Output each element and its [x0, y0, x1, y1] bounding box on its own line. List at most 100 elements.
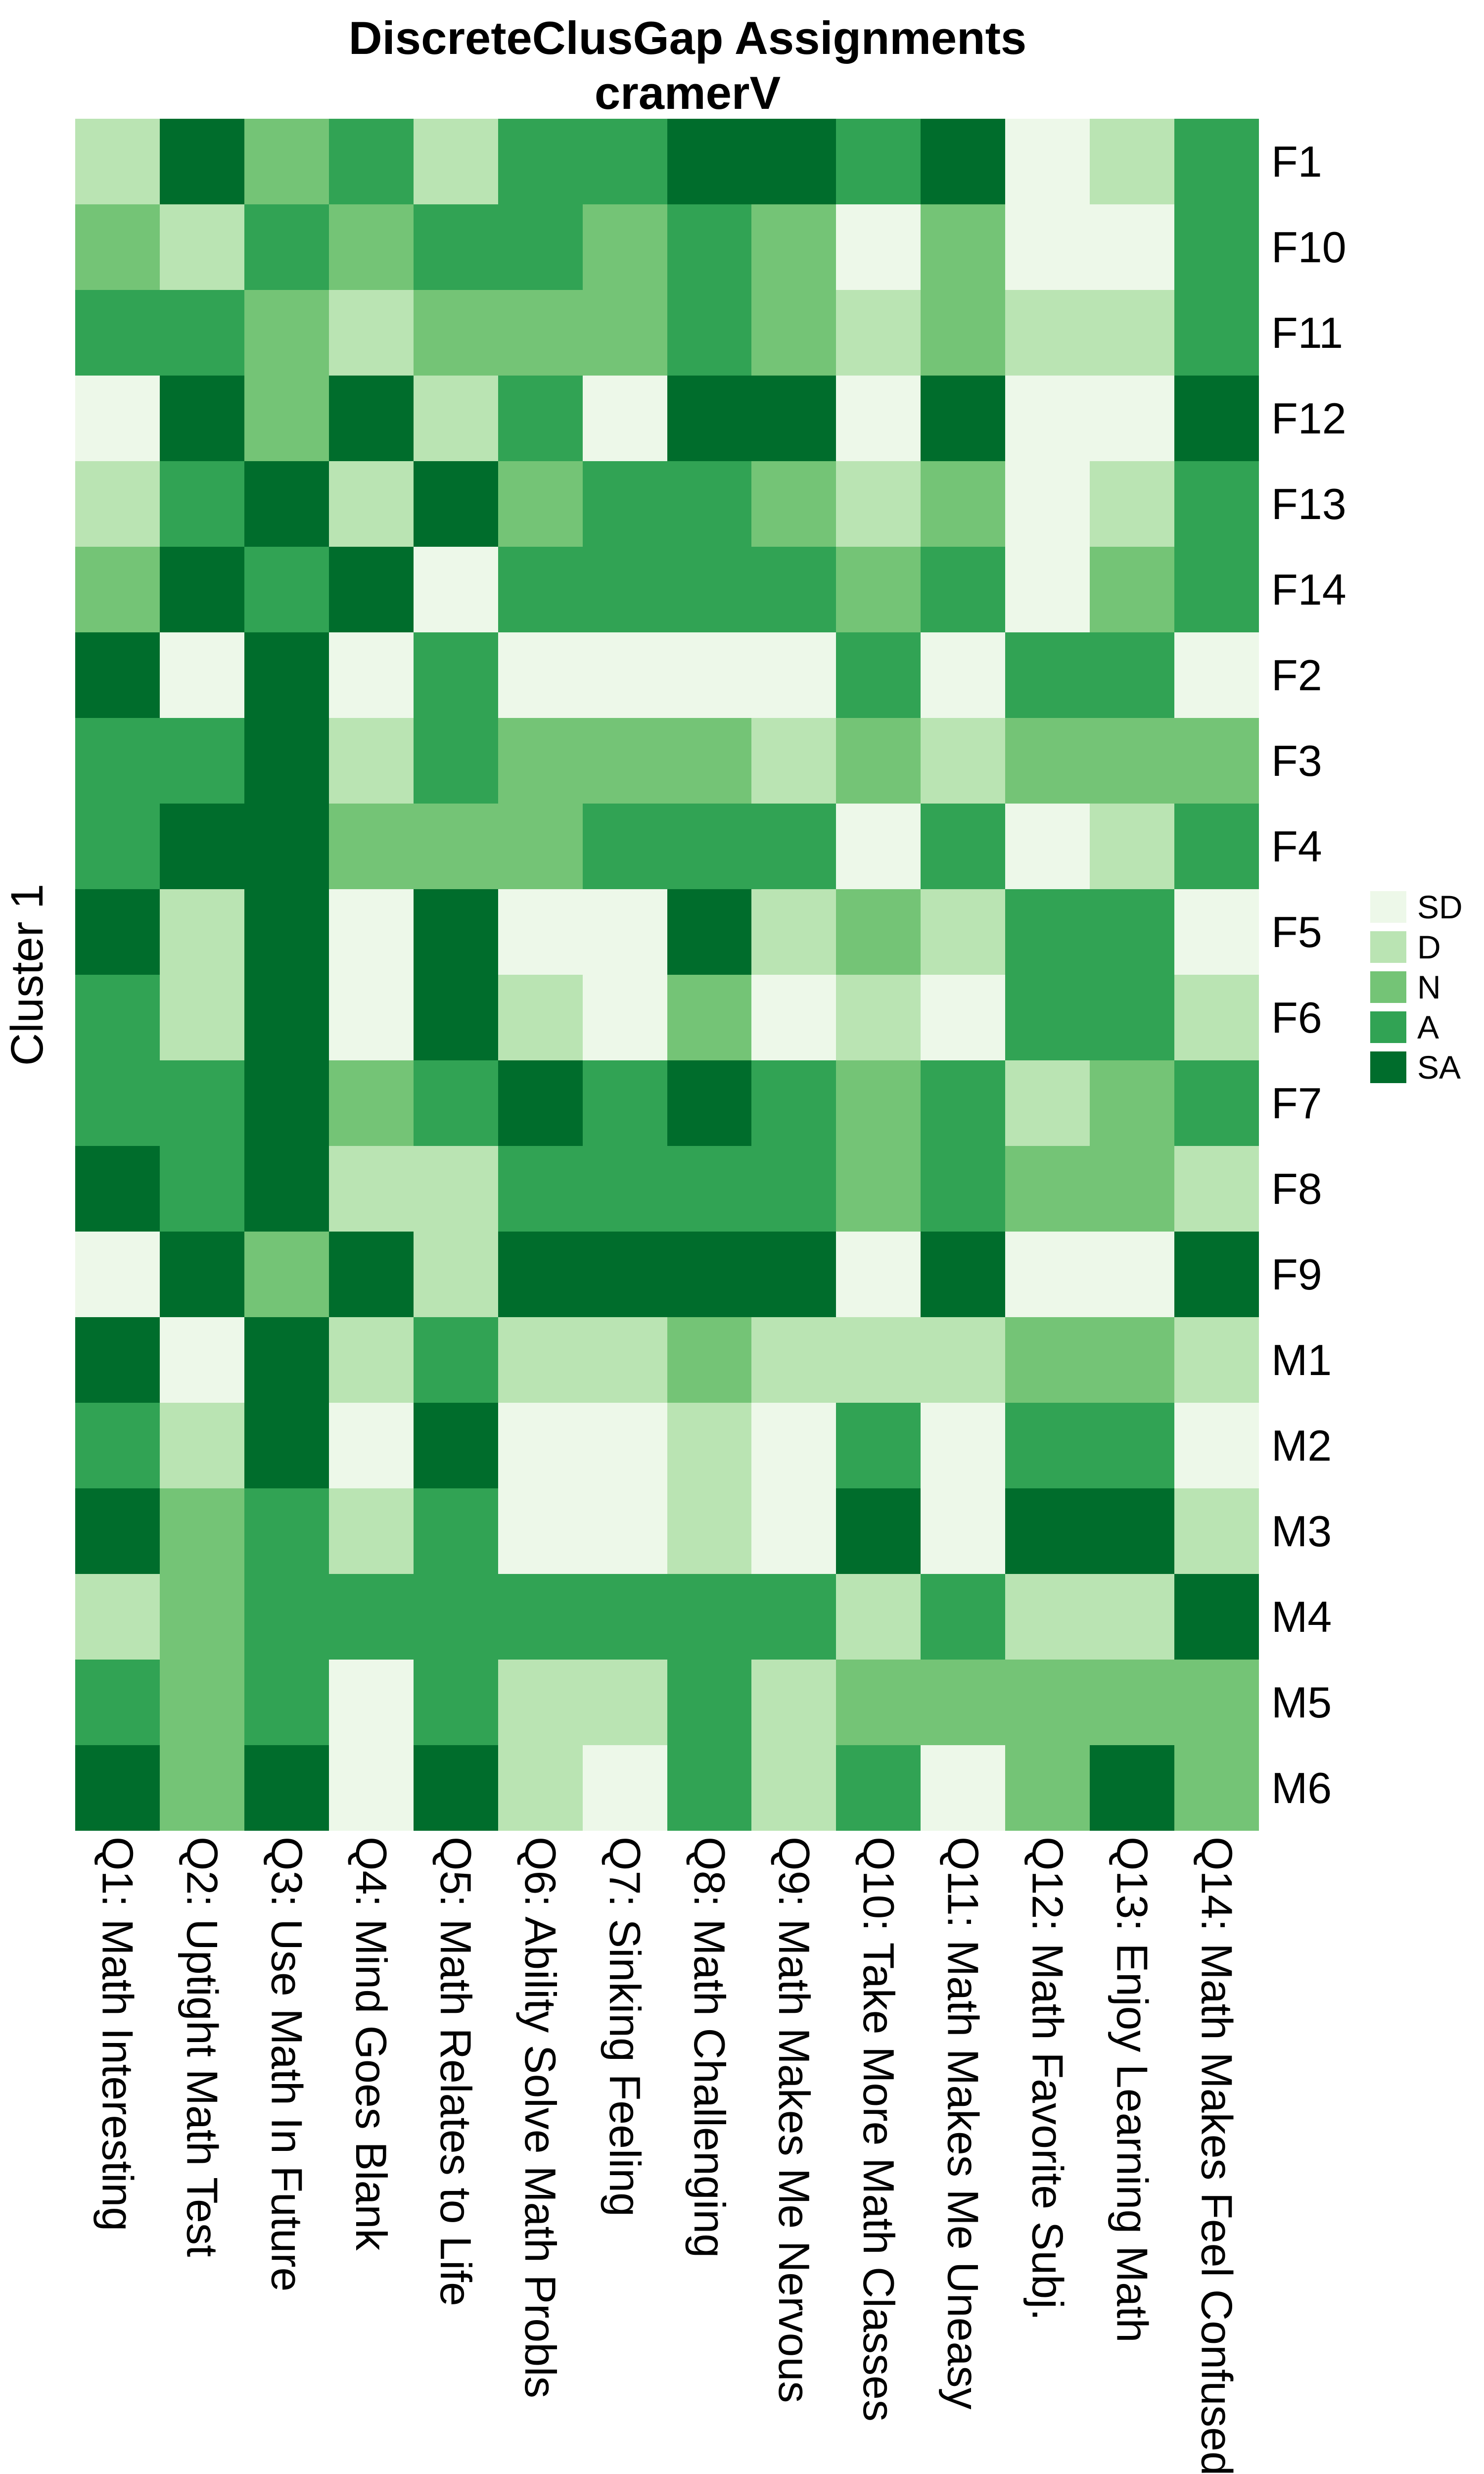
heatmap-cell: [413, 1660, 498, 1745]
heatmap-cell: [159, 461, 244, 547]
heatmap-cell: [751, 1574, 836, 1660]
legend-swatch: [1370, 891, 1406, 923]
heatmap-cell: [582, 204, 667, 290]
heatmap-cell: [582, 1745, 667, 1831]
heatmap-cell: [921, 461, 1006, 547]
heatmap-cell: [751, 718, 836, 804]
heatmap-cell: [159, 718, 244, 804]
heatmap-cell: [1090, 1660, 1175, 1745]
heatmap-cell: [1174, 204, 1259, 290]
heatmap-cell: [1005, 547, 1090, 632]
heatmap-cell: [413, 1403, 498, 1488]
heatmap-cell: [413, 119, 498, 204]
heatmap-cell: [921, 1060, 1006, 1146]
heatmap-cell: [921, 1745, 1006, 1831]
heatmap-cell: [413, 1745, 498, 1831]
heatmap-cell: [1174, 1146, 1259, 1232]
heatmap-cell: [244, 1488, 329, 1574]
legend-swatch: [1370, 1011, 1406, 1043]
heatmap-cell: [328, 290, 414, 376]
heatmap-cell: [159, 804, 244, 889]
heatmap-cell: [836, 632, 921, 718]
heatmap-cell: [667, 975, 752, 1060]
heatmap-cell: [667, 1660, 752, 1745]
heatmap-cell: [667, 804, 752, 889]
row-label: M2: [1271, 1421, 1332, 1470]
heatmap-cell: [328, 1060, 414, 1146]
heatmap-cell: [1005, 204, 1090, 290]
column-label: Q4: Mind Goes Blank: [347, 1837, 396, 2251]
heatmap-cell: [751, 547, 836, 632]
column-axis-labels: Q1: Math Interesting Q2: Uptight Math Tes…: [75, 1837, 1259, 2474]
row-label: F14: [1271, 565, 1346, 614]
heatmap-cell: [328, 1745, 414, 1831]
heatmap-cell: [1090, 1488, 1175, 1574]
heatmap-cell: [836, 461, 921, 547]
heatmap-cell: [244, 461, 329, 547]
heatmap-cell: [582, 889, 667, 975]
heatmap-cell: [751, 376, 836, 461]
heatmap-cell: [1090, 204, 1175, 290]
legend-item: SA: [1370, 1048, 1463, 1086]
heatmap-cell: [751, 1488, 836, 1574]
heatmap-cell: [413, 1146, 498, 1232]
heatmap-cell: [328, 376, 414, 461]
heatmap-cell: [498, 1574, 583, 1660]
row-label: F12: [1271, 393, 1346, 443]
heatmap-cell: [1174, 1574, 1259, 1660]
heatmap-cell: [582, 547, 667, 632]
legend-label: SA: [1417, 1049, 1461, 1086]
heatmap-cell: [751, 1660, 836, 1745]
legend-swatch: [1370, 931, 1406, 963]
heatmap-cell: [1005, 1403, 1090, 1488]
column-label: Q6: Ability Solve Math Probls: [516, 1837, 565, 2398]
legend-item: SD: [1370, 888, 1463, 926]
heatmap-cell: [921, 889, 1006, 975]
heatmap-cell: [1005, 376, 1090, 461]
heatmap-cell: [667, 1574, 752, 1660]
heatmap-cell: [244, 204, 329, 290]
heatmap-cell: [498, 290, 583, 376]
heatmap-cell: [836, 1060, 921, 1146]
heatmap-cell: [328, 1574, 414, 1660]
heatmap-cell: [244, 889, 329, 975]
heatmap-cell: [1090, 804, 1175, 889]
heatmap-cell: [159, 632, 244, 718]
heatmap-cell: [836, 1745, 921, 1831]
heatmap-cell: [836, 290, 921, 376]
heatmap-cell: [1090, 889, 1175, 975]
heatmap-cell: [75, 204, 160, 290]
heatmap-cell: [1005, 119, 1090, 204]
heatmap-cell: [1005, 290, 1090, 376]
legend-label: A: [1417, 1009, 1439, 1046]
heatmap-cell: [413, 461, 498, 547]
heatmap-cell: [1174, 632, 1259, 718]
legend-label: D: [1417, 929, 1441, 965]
heatmap-cell: [582, 804, 667, 889]
heatmap-cell: [1090, 975, 1175, 1060]
heatmap-cell: [159, 975, 244, 1060]
heatmap-cell: [328, 547, 414, 632]
heatmap-cell: [328, 1403, 414, 1488]
heatmap-cell: [1090, 376, 1175, 461]
heatmap-cell: [498, 461, 583, 547]
heatmap-cell: [836, 119, 921, 204]
heatmap-cell: [1005, 461, 1090, 547]
heatmap-cell: [328, 975, 414, 1060]
heatmap-cell: [667, 889, 752, 975]
heatmap-cell: [582, 1232, 667, 1317]
heatmap-cell: [75, 718, 160, 804]
heatmap-cell: [921, 1574, 1006, 1660]
heatmap-cell: [1005, 1660, 1090, 1745]
heatmap-cell: [667, 204, 752, 290]
heatmap-cell: [836, 1574, 921, 1660]
heatmap-cell: [159, 290, 244, 376]
heatmap-cell: [328, 1488, 414, 1574]
heatmap-cell: [328, 1232, 414, 1317]
heatmap-cell: [159, 1574, 244, 1660]
heatmap-cell: [836, 1146, 921, 1232]
heatmap-cell: [836, 889, 921, 975]
legend-label: SD: [1417, 889, 1463, 925]
heatmap-cell: [1090, 547, 1175, 632]
heatmap-cell: [413, 376, 498, 461]
